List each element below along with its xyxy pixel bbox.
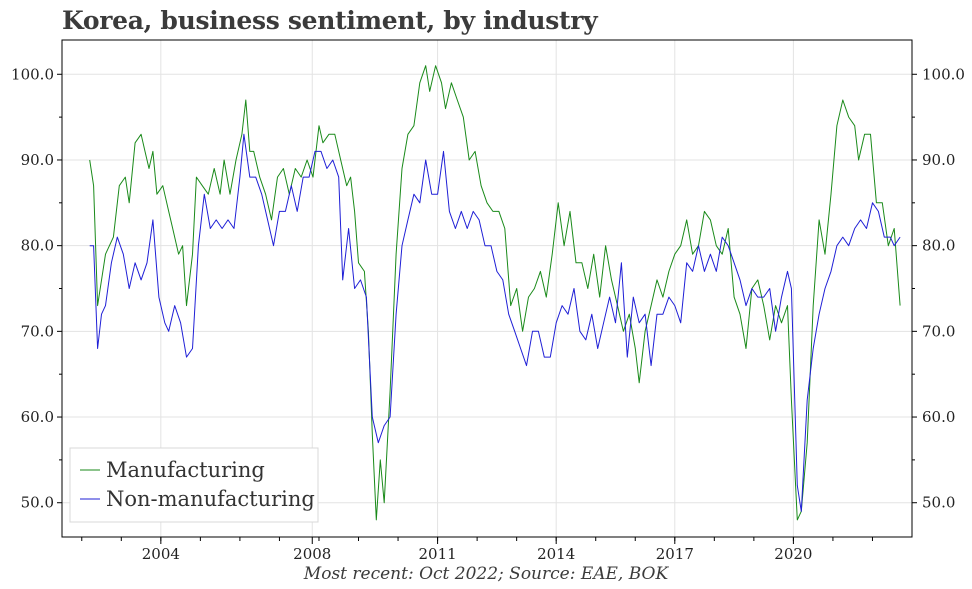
y-axis-right: 50.0 60.0 70.0 80.0 90.0 100.0 [912, 65, 965, 512]
y-axis-left: 50.0 60.0 70.0 80.0 90.0 100.0 [11, 65, 62, 512]
x-tick-label: 2020 [774, 545, 812, 563]
gridlines [62, 40, 912, 537]
y-tick-label-left: 60.0 [21, 408, 54, 426]
y-tick-label-right: 50.0 [922, 494, 955, 512]
legend-box [69, 447, 319, 523]
y-tick-label-right: 100.0 [922, 65, 965, 83]
source-footnote: Most recent: Oct 2022; Source: EAE, BOK [303, 564, 669, 584]
legend: Manufacturing Non-manufacturing [69, 447, 319, 523]
legend-label: Manufacturing [106, 458, 265, 482]
y-tick-label-right: 90.0 [922, 151, 955, 169]
chart-title: Korea, business sentiment, by industry [62, 6, 598, 35]
y-tick-label-left: 50.0 [21, 494, 54, 512]
x-tick-label: 2014 [537, 545, 575, 563]
y-tick-label-left: 90.0 [21, 151, 54, 169]
x-tick-label: 2008 [293, 545, 331, 563]
y-tick-label-right: 70.0 [922, 322, 955, 340]
legend-label: Non-manufacturing [106, 487, 315, 511]
y-tick-label-left: 100.0 [11, 65, 54, 83]
y-tick-label-left: 80.0 [21, 237, 54, 255]
y-tick-label-right: 60.0 [922, 408, 955, 426]
series-lines [89, 65, 901, 521]
y-tick-label-left: 70.0 [21, 322, 54, 340]
x-axis: 2004 2008 2011 2014 2017 2020 [81, 537, 873, 563]
series-line-non-manufacturing [89, 133, 901, 512]
x-tick-label: 2004 [142, 545, 180, 563]
x-tick-label: 2017 [656, 545, 694, 563]
x-tick-label: 2011 [418, 545, 456, 563]
y-tick-label-right: 80.0 [922, 237, 955, 255]
